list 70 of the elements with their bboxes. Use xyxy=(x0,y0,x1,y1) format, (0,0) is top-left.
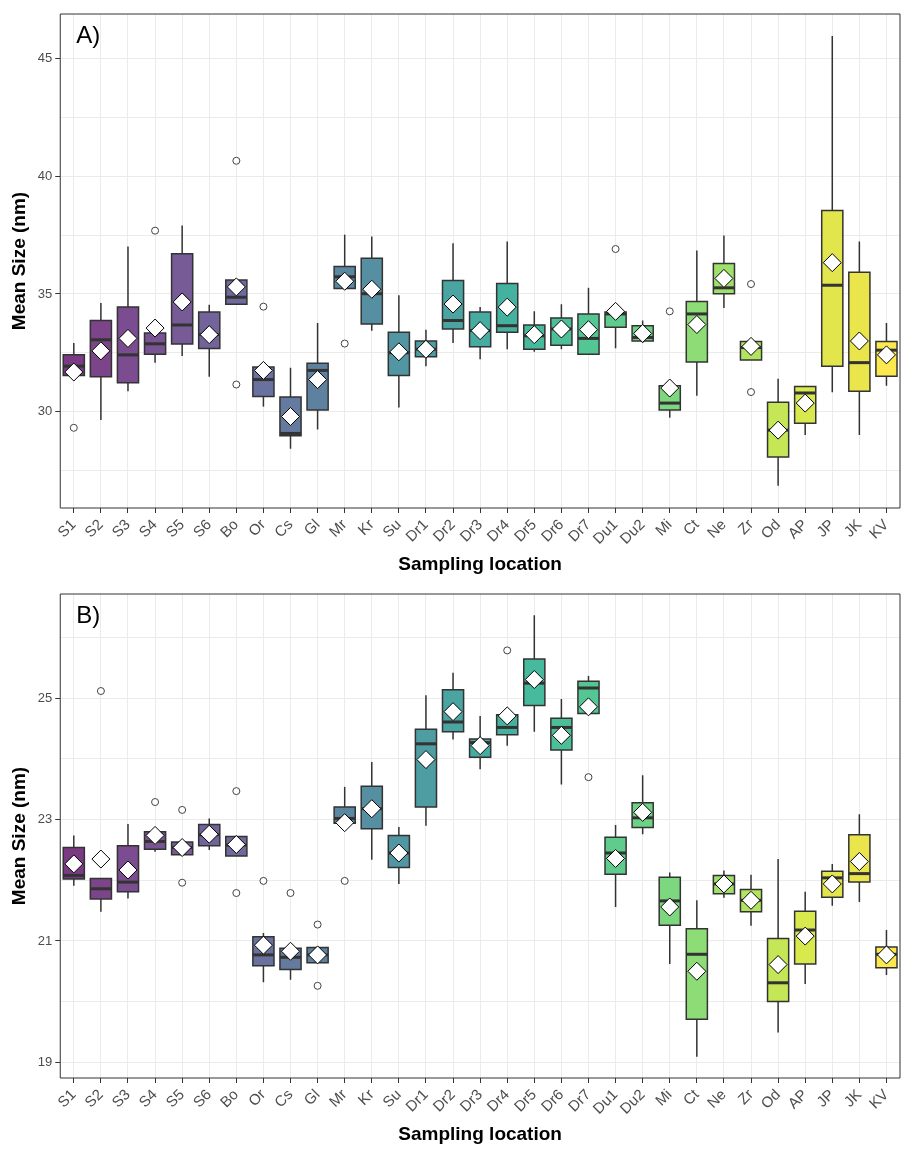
x-tick-label: Od xyxy=(756,515,784,542)
y-tick-label: 19 xyxy=(37,1053,53,1069)
x-tick-label: Or xyxy=(244,515,269,540)
x-tick-label: S3 xyxy=(108,1085,134,1111)
x-tick-label: Dr6 xyxy=(537,515,567,545)
x-tick-label: Dr3 xyxy=(456,515,486,545)
x-tick-label: Bo xyxy=(216,515,242,541)
x-tick-label: Cs xyxy=(270,1085,296,1111)
x-tick-label: S3 xyxy=(108,515,134,541)
x-tick-label: Zr xyxy=(734,515,757,538)
x-tick-label: Dr1 xyxy=(401,1085,431,1115)
x-tick-label: Dr5 xyxy=(510,515,540,545)
x-tick-label: S4 xyxy=(135,1085,161,1111)
x-tick-label: JP xyxy=(812,515,838,540)
x-tick-label: Kr xyxy=(354,1085,377,1109)
x-tick-label: S2 xyxy=(80,1085,106,1111)
x-tick-label: Gl xyxy=(300,515,323,539)
x-tick-label: JK xyxy=(840,1085,865,1110)
y-tick-label: 21 xyxy=(37,932,53,948)
x-tick-label: S6 xyxy=(189,515,215,541)
x-tick-label: Dr4 xyxy=(483,1085,513,1115)
x-tick-label: JK xyxy=(840,515,865,540)
x-tick-label: Bo xyxy=(216,1085,242,1111)
x-tick-label: S5 xyxy=(162,515,188,541)
x-tick-label: AP xyxy=(784,515,811,542)
x-tick-label: Su xyxy=(378,515,404,541)
y-tick-label: 30 xyxy=(37,403,53,419)
x-tick-label: Dr3 xyxy=(456,1085,486,1115)
x-tick-label: KV xyxy=(865,515,892,542)
x-tick-label: Ne xyxy=(703,515,729,541)
y-tick-label: 45 xyxy=(37,50,53,66)
y-axis-title: Mean Size (nm) xyxy=(7,766,29,906)
x-tick-label: JP xyxy=(812,1085,838,1110)
y-tick-label: 23 xyxy=(37,811,53,827)
x-tick-label: Ct xyxy=(679,1084,703,1109)
x-tick-label: Mi xyxy=(651,515,675,539)
x-tick-label: Dr1 xyxy=(401,515,431,545)
x-tick-label: S1 xyxy=(53,1085,79,1111)
x-tick-label: S6 xyxy=(189,1085,215,1111)
x-tick-label: Gl xyxy=(300,1085,323,1109)
x-tick-label: Dr5 xyxy=(510,1085,540,1115)
x-tick-label: KV xyxy=(865,1085,892,1112)
x-tick-label: Mr xyxy=(325,1085,350,1110)
y-tick-label: 35 xyxy=(37,285,53,301)
x-tick-label: AP xyxy=(784,1085,811,1112)
x-tick-label: S2 xyxy=(80,515,106,541)
x-tick-label: Cs xyxy=(270,515,296,541)
x-tick-label: S4 xyxy=(135,515,161,541)
x-tick-label: Kr xyxy=(354,515,377,539)
y-tick-label: 40 xyxy=(37,167,53,183)
x-tick-label: Dr2 xyxy=(428,1085,459,1115)
x-tick-label: S5 xyxy=(162,1085,188,1111)
x-axis-title: Sampling location xyxy=(398,1122,562,1144)
x-axis-title: Sampling location xyxy=(398,552,562,574)
y-tick-label: 25 xyxy=(37,689,53,705)
chart-title: A) xyxy=(76,20,101,48)
x-tick-label: Od xyxy=(756,1085,784,1112)
x-tick-label: S1 xyxy=(53,515,79,541)
x-tick-label: Ne xyxy=(703,1085,729,1111)
x-tick-label: Dr2 xyxy=(428,515,459,545)
x-tick-label: Dr4 xyxy=(483,515,513,545)
x-tick-label: Ct xyxy=(679,514,703,539)
x-tick-label: Mr xyxy=(325,515,350,540)
x-tick-label: Dr6 xyxy=(537,1085,567,1115)
x-tick-label: Mi xyxy=(651,1085,675,1109)
x-tick-label: Zr xyxy=(734,1085,757,1108)
x-tick-label: Or xyxy=(244,1085,269,1110)
x-tick-label: Su xyxy=(378,1085,404,1111)
chart-title: B) xyxy=(76,600,101,628)
y-axis-title: Mean Size (nm) xyxy=(7,191,29,331)
